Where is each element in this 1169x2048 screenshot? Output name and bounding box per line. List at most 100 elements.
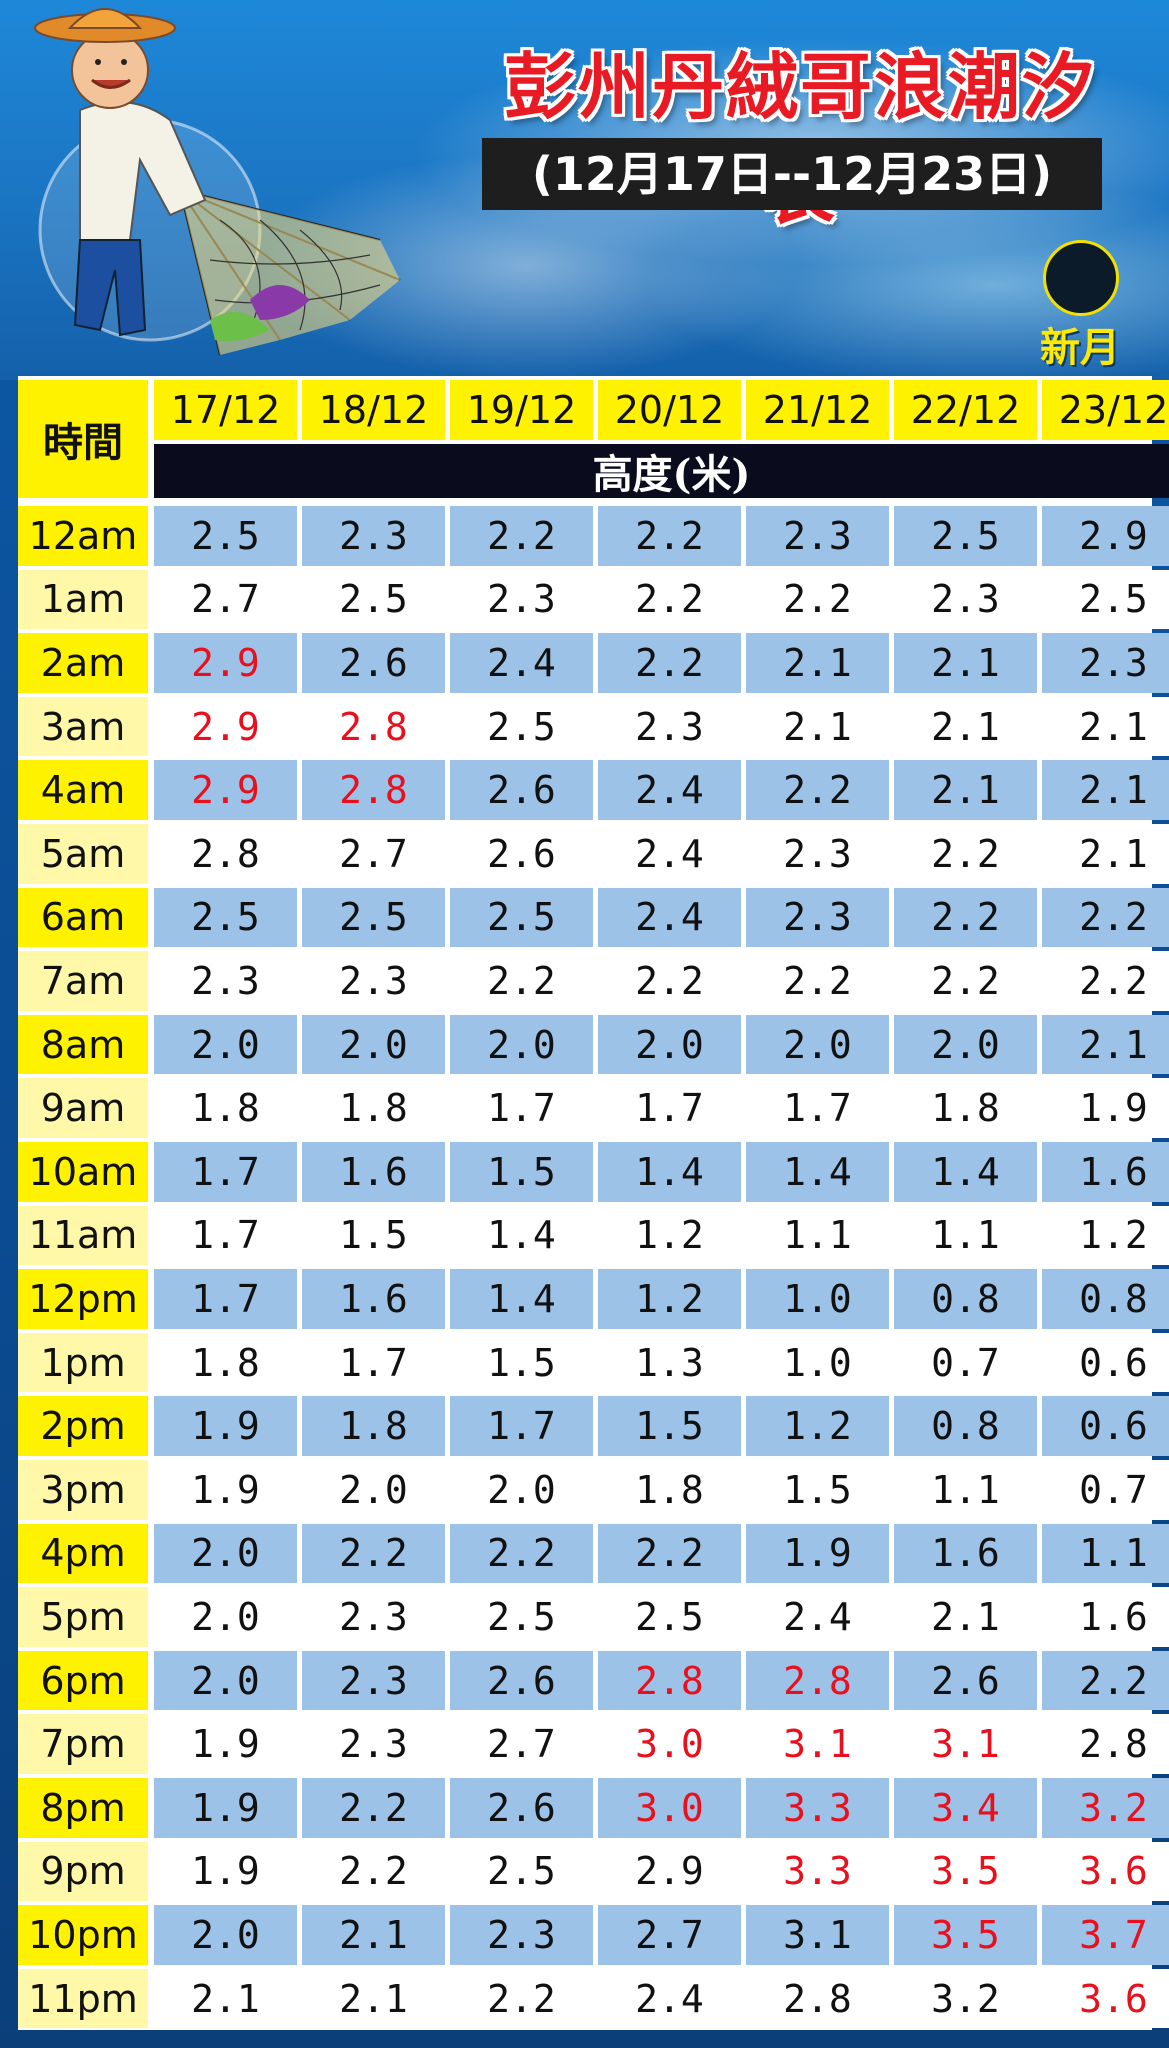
tide-height-cell: 2.3 <box>302 1714 445 1774</box>
tide-height-cell: 2.1 <box>894 1587 1037 1647</box>
tide-height-cell: 3.6 <box>1042 1968 1169 2029</box>
time-label: 7pm <box>18 1714 148 1774</box>
tide-height-cell: 2.3 <box>1042 633 1169 693</box>
tide-height-cell: 2.2 <box>598 951 741 1011</box>
tide-height-cell: 2.3 <box>746 506 889 566</box>
time-label: 7am <box>18 951 148 1011</box>
tide-height-cell: 2.3 <box>746 887 889 948</box>
tide-height-cell: 2.0 <box>302 1460 445 1520</box>
tide-height-cell: 2.7 <box>598 1905 741 1965</box>
tide-height-cell: 2.9 <box>154 696 297 757</box>
tide-height-cell: 2.9 <box>154 760 297 820</box>
tide-height-cell: 1.7 <box>154 1142 297 1202</box>
tide-height-cell: 2.3 <box>302 1587 445 1647</box>
tide-height-cell: 0.7 <box>1042 1460 1169 1520</box>
time-label: 3pm <box>18 1460 148 1520</box>
tide-height-cell: 2.0 <box>154 1650 297 1711</box>
tide-height-cell: 2.2 <box>302 1778 445 1838</box>
tide-height-cell: 1.9 <box>746 1523 889 1584</box>
tide-height-cell: 1.9 <box>154 1778 297 1838</box>
tide-height-cell: 2.6 <box>302 633 445 693</box>
tide-height-cell: 3.7 <box>1042 1905 1169 1965</box>
tide-height-cell: 3.1 <box>894 1714 1037 1774</box>
tide-height-cell: 2.0 <box>154 1905 297 1965</box>
time-label: 4am <box>18 760 148 820</box>
time-label: 4pm <box>18 1523 148 1584</box>
time-label: 6pm <box>18 1650 148 1711</box>
tide-height-cell: 2.8 <box>154 824 297 884</box>
tide-height-cell: 2.2 <box>746 951 889 1011</box>
tide-height-cell: 2.4 <box>450 633 593 693</box>
time-label: 11pm <box>18 1968 148 2029</box>
time-label: 5am <box>18 824 148 884</box>
tide-height-cell: 1.8 <box>894 1078 1037 1138</box>
tide-height-cell: 2.1 <box>894 633 1037 693</box>
tide-height-cell: 2.7 <box>450 1714 593 1774</box>
tide-height-cell: 2.2 <box>894 887 1037 948</box>
tide-height-cell: 1.0 <box>746 1332 889 1393</box>
tide-height-cell: 1.3 <box>598 1332 741 1393</box>
tide-height-cell: 2.2 <box>302 1841 445 1902</box>
tide-height-cell: 1.0 <box>746 1269 889 1329</box>
tide-height-cell: 2.2 <box>598 569 741 630</box>
tide-height-cell: 0.7 <box>894 1332 1037 1393</box>
time-label: 12pm <box>18 1269 148 1329</box>
tide-height-cell: 1.6 <box>302 1269 445 1329</box>
tide-height-cell: 2.5 <box>450 1587 593 1647</box>
date-column-header: 21/12 <box>746 380 889 440</box>
tide-height-cell: 2.2 <box>598 506 741 566</box>
tide-height-cell: 2.3 <box>450 569 593 630</box>
tide-height-cell: 1.9 <box>154 1396 297 1456</box>
tide-height-cell: 1.4 <box>746 1142 889 1202</box>
tide-height-cell: 2.5 <box>450 887 593 948</box>
tide-height-cell: 2.5 <box>450 696 593 757</box>
tide-height-cell: 2.4 <box>746 1587 889 1647</box>
tide-height-cell: 1.6 <box>1042 1142 1169 1202</box>
tide-height-cell: 1.5 <box>746 1460 889 1520</box>
moon-phase-label: 新月 <box>1040 324 1120 371</box>
tide-height-cell: 2.0 <box>154 1523 297 1584</box>
tide-height-cell: 2.5 <box>302 887 445 948</box>
tide-height-cell: 1.9 <box>154 1714 297 1774</box>
tide-height-cell: 2.7 <box>302 824 445 884</box>
tide-height-cell: 2.6 <box>450 1778 593 1838</box>
tide-height-cell: 2.1 <box>302 1905 445 1965</box>
time-label: 9am <box>18 1078 148 1138</box>
tide-height-cell: 2.2 <box>450 1968 593 2029</box>
tide-height-cell: 2.0 <box>894 1014 1037 1075</box>
tide-height-cell: 1.6 <box>1042 1587 1169 1647</box>
tide-height-cell: 2.2 <box>1042 951 1169 1011</box>
tide-height-cell: 1.4 <box>450 1269 593 1329</box>
tide-height-cell: 2.4 <box>598 1968 741 2029</box>
tide-height-cell: 3.2 <box>1042 1778 1169 1838</box>
tide-height-cell: 2.4 <box>598 887 741 948</box>
tide-height-cell: 1.7 <box>450 1396 593 1456</box>
tide-height-cell: 2.7 <box>154 569 297 630</box>
tide-height-cell: 3.2 <box>894 1968 1037 2029</box>
tide-height-cell: 2.1 <box>154 1968 297 2029</box>
tide-height-cell: 2.0 <box>450 1014 593 1075</box>
tide-height-cell: 0.6 <box>1042 1332 1169 1393</box>
tide-height-cell: 2.5 <box>1042 569 1169 630</box>
tide-height-cell: 2.1 <box>894 760 1037 820</box>
time-label: 5pm <box>18 1587 148 1647</box>
time-label: 2am <box>18 633 148 693</box>
tide-height-cell: 2.2 <box>746 569 889 630</box>
tide-height-cell: 2.9 <box>1042 506 1169 566</box>
tide-height-cell: 2.2 <box>894 824 1037 884</box>
tide-height-cell: 1.2 <box>598 1269 741 1329</box>
tide-height-cell: 1.2 <box>746 1396 889 1456</box>
tide-height-cell: 2.9 <box>154 633 297 693</box>
tide-height-cell: 2.2 <box>450 1523 593 1584</box>
tide-height-cell: 2.5 <box>894 506 1037 566</box>
tide-height-cell: 1.1 <box>894 1460 1037 1520</box>
tide-height-cell: 2.1 <box>1042 696 1169 757</box>
tide-height-cell: 3.0 <box>598 1778 741 1838</box>
time-label: 8pm <box>18 1778 148 1838</box>
tide-height-cell: 1.6 <box>302 1142 445 1202</box>
tide-height-cell: 2.1 <box>746 633 889 693</box>
tide-height-cell: 1.4 <box>450 1205 593 1266</box>
tide-height-cell: 2.6 <box>894 1650 1037 1711</box>
tide-height-cell: 2.2 <box>450 951 593 1011</box>
